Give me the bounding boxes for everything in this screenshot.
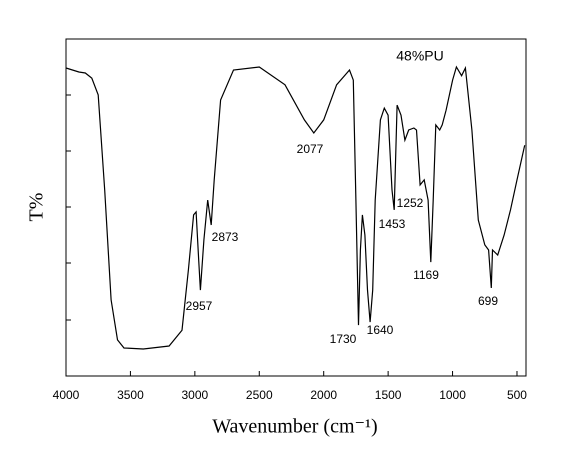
peak-label: 1169 (413, 268, 439, 282)
peak-label: 2873 (212, 230, 239, 244)
spectrum-line (65, 65, 526, 350)
x-tick-label: 4000 (53, 388, 80, 402)
peak-label: 699 (478, 294, 498, 308)
peak-label: 1640 (367, 323, 394, 337)
peak-label: 2957 (186, 299, 213, 313)
x-axis-label: Wavenumber (cm⁻¹) (212, 416, 377, 438)
x-tick-label: 500 (507, 388, 527, 402)
chart-title: 48%PU (396, 48, 443, 64)
y-tick-marks (66, 94, 71, 321)
x-tick-label: 3500 (117, 388, 144, 402)
x-tick-label: 2500 (246, 388, 273, 402)
peak-label: 1730 (330, 332, 357, 346)
plot-frame (65, 38, 527, 377)
peak-label: 2077 (297, 142, 324, 156)
x-tick-label: 3000 (181, 388, 208, 402)
peak-label: 1453 (379, 217, 406, 231)
peak-label: 1252 (397, 196, 424, 210)
x-tick-label: 1500 (375, 388, 402, 402)
y-axis-label: T% (26, 193, 48, 222)
x-tick-label: 2000 (310, 388, 337, 402)
x-tick-label: 1000 (439, 388, 466, 402)
